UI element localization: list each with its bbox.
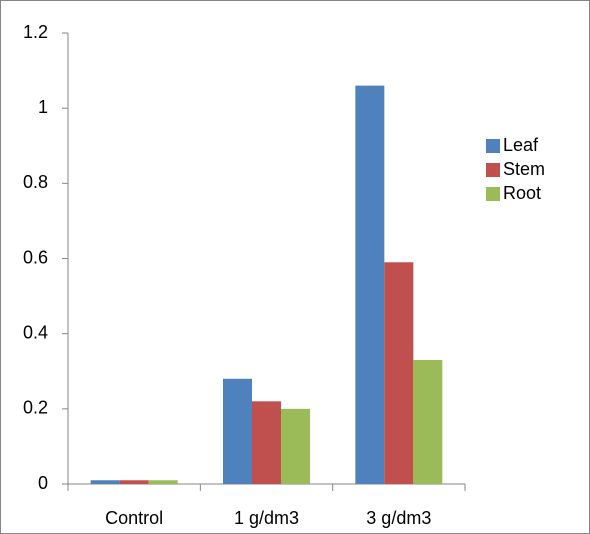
- x-tick-label: 1 g/dm3: [234, 508, 299, 528]
- legend-label: Stem: [503, 159, 545, 179]
- legend-swatch: [486, 163, 500, 177]
- bar: [384, 262, 414, 484]
- legend-swatch: [486, 187, 500, 201]
- bar: [413, 359, 443, 484]
- bar: [281, 408, 310, 484]
- legend-label: Leaf: [503, 135, 539, 155]
- bar: [223, 378, 252, 484]
- x-tick-label: Control: [105, 508, 163, 528]
- y-tick-label: 0: [38, 473, 48, 493]
- y-tick-label: 0.2: [23, 398, 48, 418]
- y-tick-label: 0.8: [23, 172, 48, 192]
- y-tick-label: 1.2: [23, 22, 48, 42]
- legend-label: Root: [503, 183, 541, 203]
- bar: [90, 480, 120, 484]
- y-tick-label: 1: [38, 97, 48, 117]
- y-tick-label: 0.4: [23, 322, 48, 342]
- bar: [119, 480, 149, 484]
- bar: [355, 85, 385, 484]
- y-tick-label: 0.6: [23, 247, 48, 267]
- legend-swatch: [486, 139, 500, 153]
- bar: [252, 401, 281, 484]
- x-tick-label: 3 g/dm3: [366, 508, 431, 528]
- bar: [148, 480, 178, 484]
